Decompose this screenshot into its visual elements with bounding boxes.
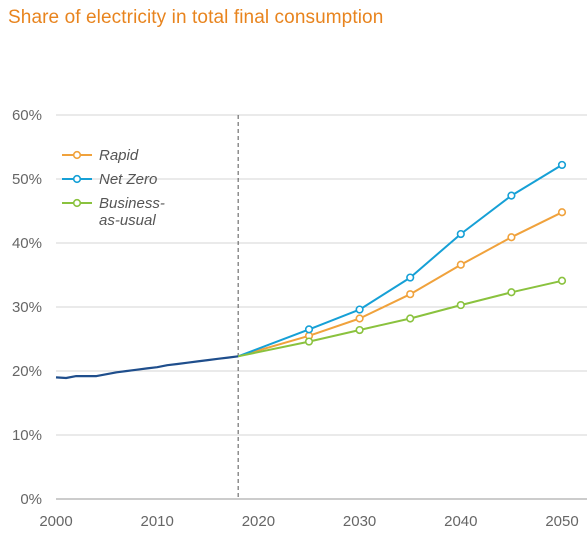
legend-marker	[72, 198, 82, 208]
y-tick-label: 10%	[12, 427, 42, 444]
historical-line	[55, 355, 239, 380]
net-zero-point	[355, 305, 364, 314]
net-zero-point	[507, 191, 516, 200]
net-zero-point	[304, 325, 314, 334]
business-as-usual-point	[557, 276, 567, 285]
rapid-point	[355, 314, 364, 323]
rapid-point	[406, 290, 415, 299]
business-as-usual-point	[507, 288, 516, 297]
y-tick-label: 60%	[12, 107, 42, 124]
business-as-usual-point	[456, 300, 465, 310]
legend-label: Net Zero	[99, 171, 157, 188]
net-zero-point	[406, 273, 415, 282]
x-tick-label: 2030	[343, 513, 376, 530]
rapid-point	[507, 233, 516, 242]
legend-marker	[72, 174, 82, 184]
y-tick-label: 40%	[12, 235, 42, 252]
gridlines	[56, 114, 587, 500]
chart-title: Share of electricity in total final cons…	[8, 7, 384, 28]
x-tick-label: 2000	[39, 513, 72, 530]
y-axis-ticks: 0% 10% 20% 30% 40% 50% 60%	[12, 107, 42, 508]
y-tick-label: 30%	[12, 299, 42, 316]
legend-label: Rapid	[99, 147, 139, 164]
business-as-usual-point	[406, 314, 415, 323]
x-tick-label: 2050	[545, 513, 578, 530]
legend-label: Business-	[99, 195, 165, 212]
y-tick-label: 50%	[12, 171, 42, 188]
net-zero-point	[456, 229, 465, 239]
legend: Rapid Net Zero Business-as-usual	[62, 147, 165, 229]
series-lines	[55, 160, 567, 380]
legend-label: as-usual	[99, 212, 156, 229]
business-as-usual-point	[304, 337, 314, 346]
net-zero-point	[557, 160, 567, 170]
x-axis-ticks: 2000 2010 2020 2030 2040 2050	[39, 513, 578, 530]
x-tick-label: 2020	[242, 513, 275, 530]
business-as-usual-point	[355, 325, 364, 335]
y-tick-label: 0%	[20, 491, 42, 508]
y-tick-label: 20%	[12, 363, 42, 380]
legend-marker	[72, 150, 82, 160]
x-tick-label: 2040	[444, 513, 477, 530]
rapid-point	[557, 208, 567, 217]
x-tick-label: 2010	[141, 513, 174, 530]
rapid-point	[456, 260, 465, 269]
